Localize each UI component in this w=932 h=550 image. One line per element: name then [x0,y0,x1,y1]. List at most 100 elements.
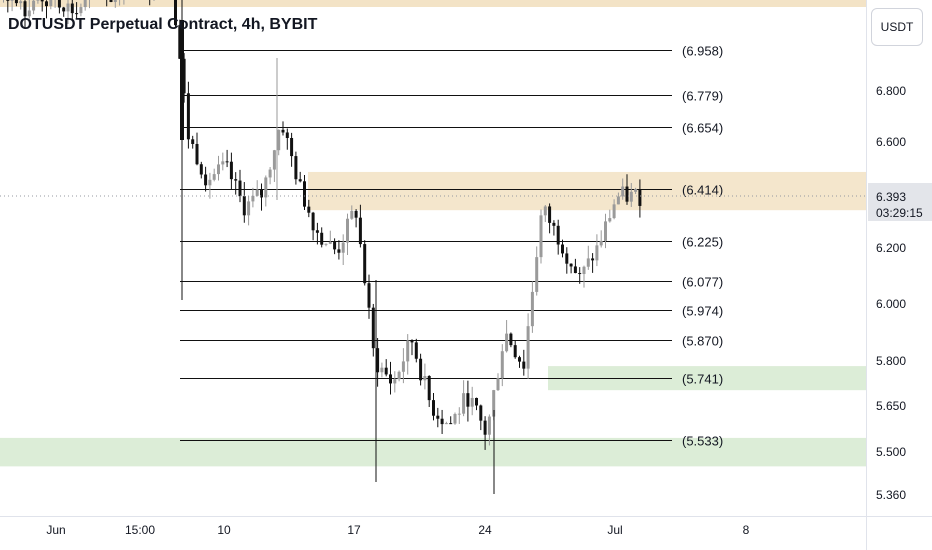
x-tick-label: 15:00 [125,523,155,537]
level-label: (6.077) [682,275,723,290]
candle-body [376,348,380,373]
candle-body [23,1,27,17]
candle-body [320,232,324,245]
candle-body [389,374,392,384]
candle-body [638,189,642,206]
candle-body [436,415,440,419]
candle-body [285,132,289,138]
candle-body [543,206,547,216]
candle-body [561,244,564,254]
candle-body [354,210,358,218]
candle-body [10,0,14,1]
candle-body [199,164,203,175]
candle-body [238,180,242,197]
candle-body [363,244,367,284]
candle-body [14,0,18,4]
candle-body [19,1,23,4]
y-tick-label: 6.600 [876,135,906,149]
level-label: (6.654) [682,121,723,136]
candle-body [83,0,87,8]
chart-title: DOTUSDT Perpetual Contract, 4h, BYBIT [8,16,318,33]
candle-body [66,3,70,12]
candle-body [410,340,414,343]
candle-body [341,242,345,253]
candle-body [178,25,182,59]
y-tick-label: 6.000 [876,297,906,311]
candle-body [350,210,354,219]
candle-body [621,186,625,197]
candle-body [234,179,238,181]
candle-body [616,196,620,205]
price-axis-divider [866,0,867,550]
candle-body [255,189,259,196]
candle-body [509,333,513,346]
candle-body [182,58,186,94]
candle-body [358,217,362,245]
candle-body [479,405,483,421]
candle-body [427,375,431,401]
candle-body [634,189,638,192]
candle-body [272,150,276,170]
x-tick-label: Jun [46,523,65,537]
candle-body [569,263,573,267]
last-price-label: 6.393 [876,190,906,204]
candle-body [539,215,543,258]
candle-body [432,400,435,416]
candle-body [315,230,319,233]
candle-body [217,164,220,175]
candle-body [406,340,410,362]
level-label: (6.779) [682,89,723,104]
candle-body [518,357,521,362]
candle-body [608,218,612,222]
candle-body [475,397,478,406]
candle-body [333,241,337,250]
candle-body [204,174,208,186]
candle-body [496,378,500,391]
candles-layer [3,0,642,494]
candle-body [565,253,569,264]
candle-body [346,218,349,243]
candle-body [582,266,586,275]
candle-body [113,0,117,3]
candle-body [462,393,466,414]
x-tick-label: 17 [347,523,361,537]
level-label: (5.533) [682,434,723,449]
countdown-label: 03:29:15 [876,206,923,220]
candle-body [212,174,216,180]
candle-body [225,161,229,163]
candle-body [604,221,607,241]
candle-body [578,273,582,275]
candle-body [384,367,388,375]
currency-button[interactable]: USDT [871,8,923,46]
candle-body [612,204,616,219]
candle-body [79,7,83,14]
candle-body [530,291,534,327]
candle-body [180,20,184,140]
time-axis-divider [0,516,932,517]
candle-body [397,371,401,380]
candle-body [457,413,461,415]
axis-layer: 6.800 6.600 6.200 6.000 5.800 5.650 5.500 5.360… [0,84,932,537]
resistance-zone-top [0,0,866,7]
candle-body [629,191,633,202]
candle-body [513,345,517,358]
candle-body [221,161,225,165]
candle-body [57,0,61,8]
candle-body [586,258,590,267]
candle-body [591,258,595,261]
candle-body [500,351,504,379]
candle-body [208,179,212,186]
candle-body [290,137,294,157]
y-tick-label: 6.800 [876,84,906,98]
candle-body [419,358,423,381]
candle-body [229,161,233,180]
y-tick-label: 5.800 [876,354,906,368]
candle-body [109,0,113,3]
x-tick-label: 8 [743,523,750,537]
level-label: (5.974) [682,304,723,319]
candle-body [36,0,40,1]
candle-body [32,0,36,11]
candle-body [298,179,302,182]
candle-body [505,333,509,352]
